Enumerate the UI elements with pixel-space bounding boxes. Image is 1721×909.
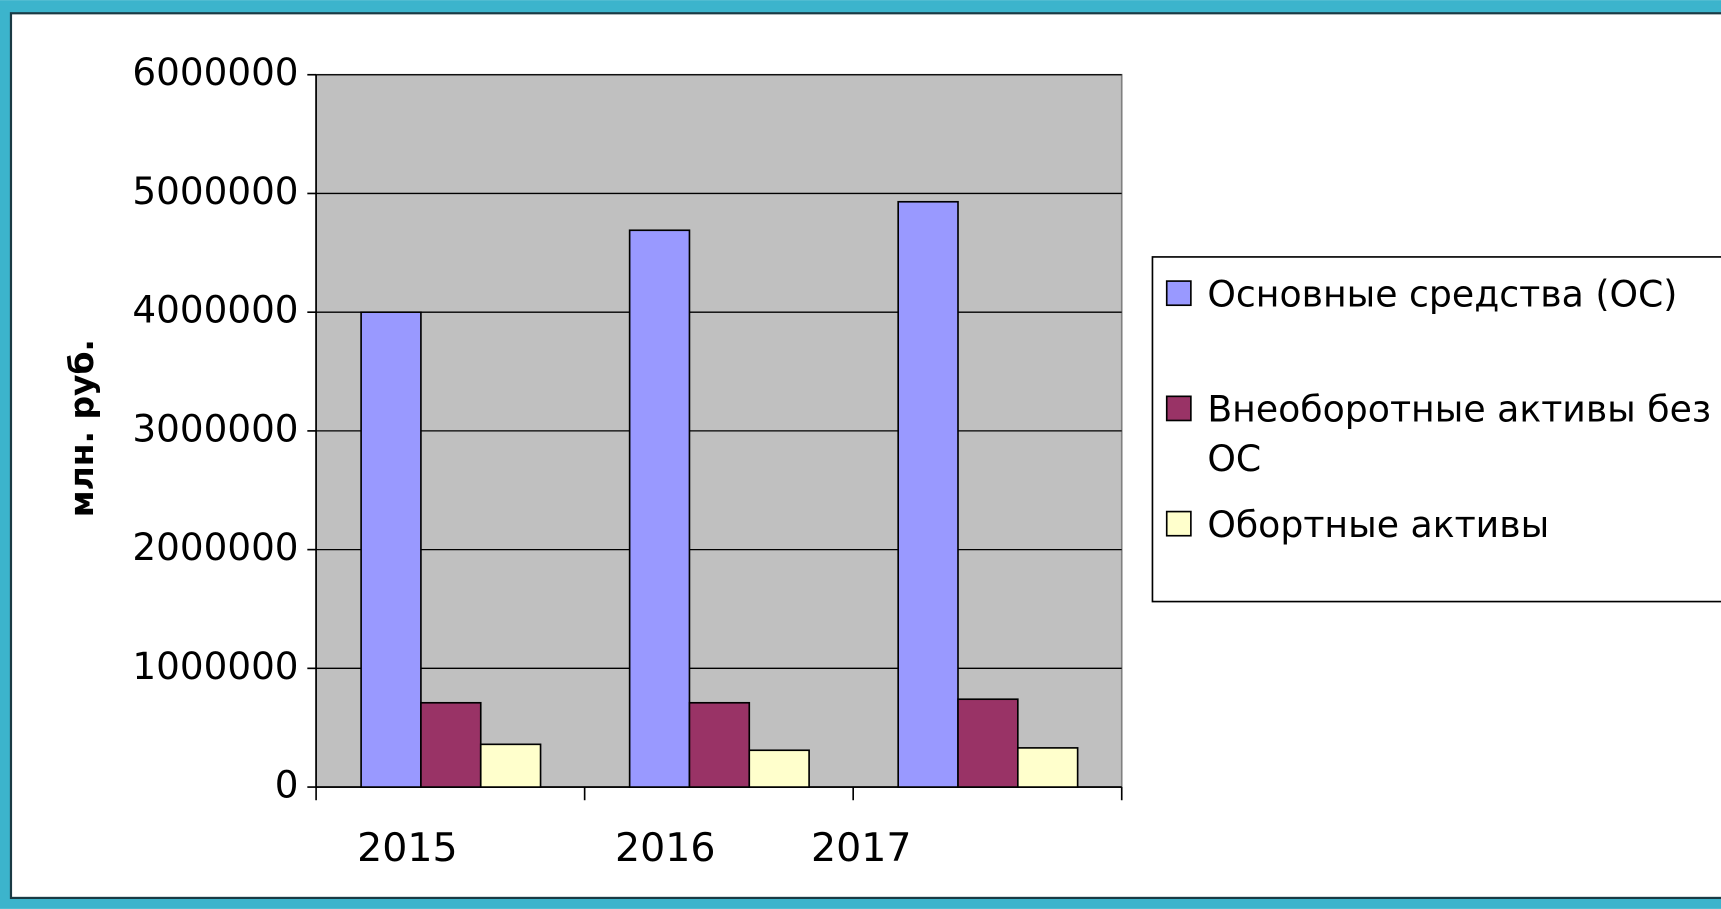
legend-swatch [1165,510,1192,537]
y-tick-label: 1000000 [132,644,298,688]
y-tick-label: 2000000 [132,525,298,569]
bar [1016,747,1079,788]
y-tick-label: 5000000 [132,169,298,213]
y-axis-label: млн. руб. [62,339,101,517]
legend-swatch [1165,280,1192,307]
y-tick-label: 3000000 [132,406,298,450]
bar [628,229,691,788]
bar [360,311,422,788]
x-tick-label: 2017 [811,825,912,871]
y-tick-label: 0 [275,763,299,807]
legend-label: Обортные активы [1207,502,1550,546]
x-tick-label: 2015 [357,825,458,871]
x-tick-label: 2016 [615,825,716,871]
legend-entry: Основные средства (ОС) [1207,272,1678,316]
legend-entry: Внеоборотные активы без ОС [1207,387,1712,480]
y-tick-label: 4000000 [132,288,298,332]
y-tick-label: 6000000 [132,50,298,94]
legend-label: Основные средства (ОС) [1207,272,1678,316]
bar [420,701,482,788]
bar [748,749,810,788]
legend [1151,256,1721,603]
legend-entry: Обортные активы [1207,502,1550,546]
legend-swatch [1165,395,1192,422]
bar [688,701,751,788]
bar [897,200,959,788]
bar [957,698,1019,788]
legend-label: Внеоборотные активы без ОС [1207,387,1712,480]
bar [479,743,542,788]
